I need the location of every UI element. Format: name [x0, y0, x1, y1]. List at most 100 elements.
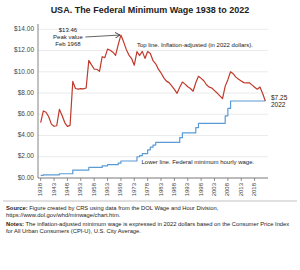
- footnote-text: Division,: [195, 205, 219, 211]
- separator: [3, 201, 297, 202]
- footnote-text: created: [46, 205, 67, 211]
- footnote-text: and: [169, 205, 180, 211]
- x-tick: [227, 178, 228, 181]
- annotation-arrow: [85, 35, 120, 37]
- x-tick: [254, 178, 255, 181]
- x-tick: [67, 178, 68, 181]
- x-tick: [161, 178, 162, 181]
- x-tick: [241, 178, 242, 181]
- x-tick: [120, 178, 121, 181]
- footnote-text: U.S.: [92, 228, 105, 234]
- footnote-text: Average.: [117, 228, 142, 234]
- x-tick: [214, 178, 215, 181]
- x-tick-label: 2013: [238, 182, 244, 196]
- x-tick-label: 2008: [224, 182, 230, 196]
- x-tick: [174, 178, 175, 181]
- footnote-text: on: [213, 221, 221, 227]
- x-tick-label: 1998: [198, 182, 204, 196]
- x-tick-label: 1953: [77, 182, 83, 196]
- footnote-text: Wage: [153, 205, 170, 211]
- x-tick: [80, 178, 81, 181]
- x-tick-label: 1973: [131, 182, 137, 196]
- footnote-text: Index: [273, 221, 289, 227]
- footnote-line: Source: Figure created by CRS using data…: [6, 205, 219, 211]
- footnote-text: All: [13, 228, 21, 234]
- footnote-text: the: [221, 221, 231, 227]
- x-tick-label: 1938: [37, 182, 43, 196]
- footnote-text: Urban: [21, 228, 38, 234]
- x-tick-label: 2018: [251, 182, 257, 196]
- footnote-text: inflation-adjusted: [36, 221, 81, 227]
- footnote-text: from: [117, 205, 130, 211]
- grid-line: [38, 156, 268, 157]
- footnote-text: based: [195, 221, 212, 227]
- x-tick-label: 1958: [91, 182, 97, 196]
- chart: USA. The Federal Minimum Wage 1938 to 20…: [0, 0, 300, 270]
- annotation: $13.46Peak valueFeb 1968: [53, 27, 83, 47]
- footnote-text: https://www.dol.gov/whd/minwage/chart.ht…: [6, 212, 121, 218]
- x-tick-label: 1993: [184, 182, 190, 196]
- x-tick: [107, 178, 108, 181]
- grid-line: [38, 71, 268, 72]
- x-tick-label: 1988: [171, 182, 177, 196]
- footnote-text: (CPI-U),: [69, 228, 92, 234]
- x-tick-label: 1983: [158, 182, 164, 196]
- footnote-text: Consumer: [230, 221, 258, 227]
- y-tick-label: $8.00: [18, 89, 35, 96]
- y-tick-label: $0.00: [18, 174, 35, 181]
- x-axis-line: [38, 178, 268, 179]
- x-tick: [134, 178, 135, 181]
- footnote-text: Figure: [28, 205, 46, 211]
- footnote-text: Consumers: [38, 228, 69, 234]
- grid-line: [38, 135, 268, 136]
- series-label: Lower line. Federal minimum hourly wage.: [142, 159, 255, 165]
- footnote-text: minimum: [81, 221, 106, 227]
- y-tick-label: $10.00: [14, 68, 34, 75]
- y-tick-label: $4.00: [18, 131, 35, 138]
- footnote-text: The: [24, 221, 36, 227]
- annotation-line: $7.25: [271, 93, 288, 100]
- y-tick-label: $14.00: [14, 25, 34, 32]
- x-tick-label: 2003: [211, 182, 217, 196]
- footnote-text: 2022: [162, 221, 177, 227]
- footnote-line: for All Urban Consumers (CPI-U), U.S. Ci…: [6, 228, 141, 234]
- footnote-text: the: [130, 205, 140, 211]
- grid-line: [38, 50, 268, 51]
- series-line: [41, 35, 266, 126]
- x-tick: [94, 178, 95, 181]
- footnote-text: Hour: [181, 205, 195, 211]
- annotation: $7.252022: [271, 93, 288, 108]
- footnote-line: Notes: The inflation-adjusted minimum wa…: [6, 221, 289, 227]
- grid-line: [38, 178, 268, 179]
- annotation-line: Feb 1968: [55, 41, 81, 47]
- y-tick-label: $12.00: [14, 46, 34, 53]
- series-line: [41, 101, 266, 175]
- y-axis-line: [38, 24, 39, 178]
- footnote-label: Notes:: [6, 221, 24, 227]
- y-tick-label: $2.00: [18, 152, 35, 159]
- title: USA. The Federal Minimum Wage 1938 to 20…: [51, 5, 250, 15]
- x-tick-label: 1948: [64, 182, 70, 196]
- footnote-text: wage: [106, 221, 121, 227]
- footnote-text: by: [67, 205, 75, 211]
- x-axis: 1938194319481953195819631968197319781983…: [37, 178, 257, 196]
- footnote-text: dollars: [176, 221, 195, 227]
- x-tick-label: 1963: [104, 182, 110, 196]
- footnote-text: Price: [259, 221, 274, 227]
- x-tick: [187, 178, 188, 181]
- footnote-text: using: [88, 205, 103, 211]
- footnote-text: expressed: [127, 221, 155, 227]
- footnote-text: data: [104, 205, 118, 211]
- annotation-line: 2022: [271, 101, 286, 108]
- annotation-line: Peak value: [53, 34, 83, 40]
- x-tick: [54, 178, 55, 181]
- footnote-line: https://www.dol.gov/whd/minwage/chart.ht…: [6, 212, 121, 218]
- x-tick-label: 1968: [117, 182, 123, 196]
- x-tick-label: 1943: [51, 182, 57, 196]
- y-tick-label: $6.00: [18, 110, 35, 117]
- x-tick: [40, 178, 41, 181]
- series-label: Top line. Inflation-adjusted (in 2022 do…: [137, 42, 253, 48]
- footnote-label: Source:: [6, 205, 28, 211]
- plot-lines: [41, 35, 266, 175]
- x-tick: [201, 178, 202, 181]
